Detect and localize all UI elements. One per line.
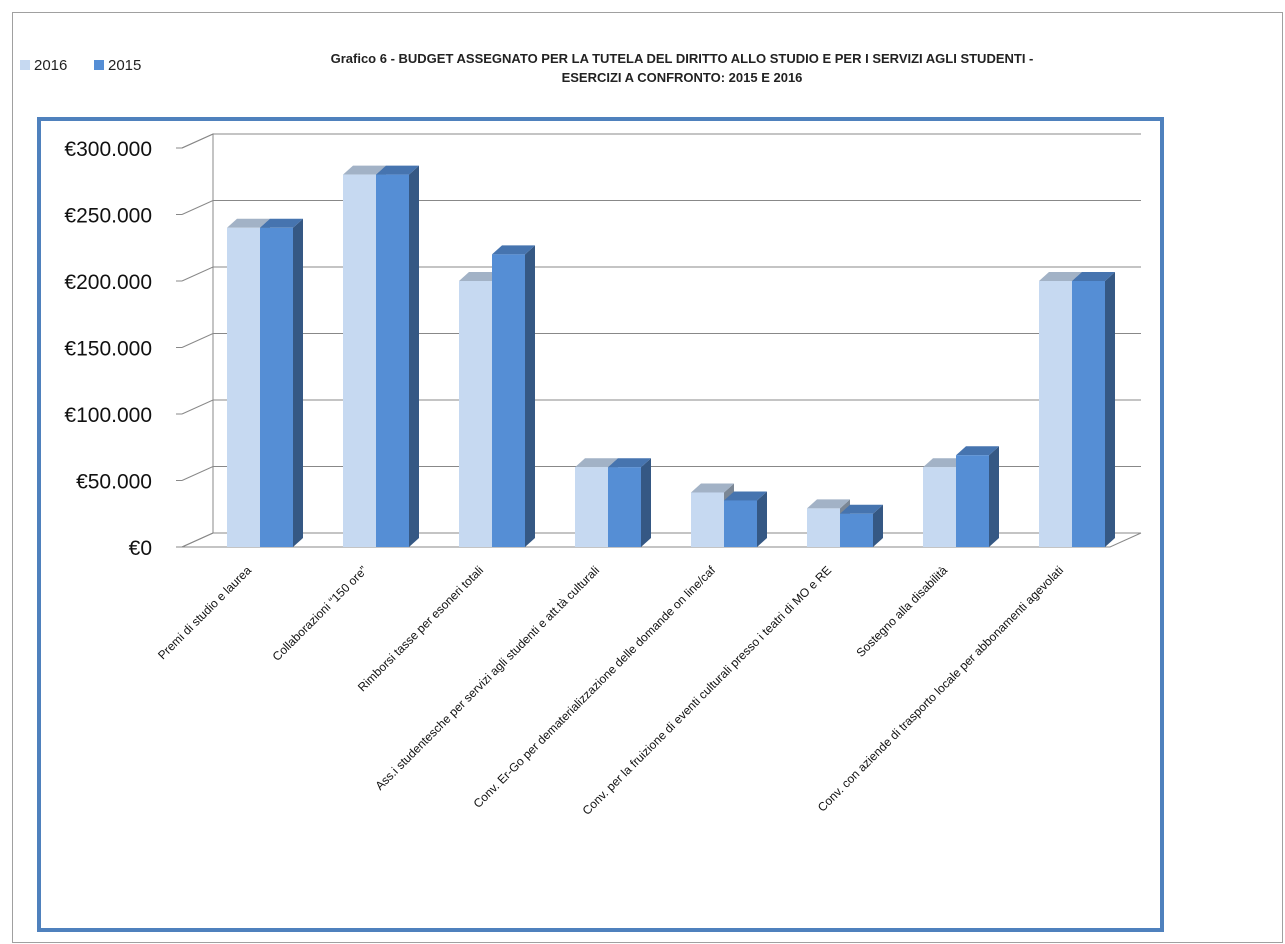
- chart-title-line-1: Grafico 6 - BUDGET ASSEGNATO PER LA TUTE…: [331, 51, 1034, 66]
- x-tick-label: Sostegno alla disabilità: [853, 563, 950, 660]
- y-tick-label: €150.000: [64, 338, 152, 361]
- chart-title-line-2: ESERCIZI A CONFRONTO: 2015 E 2016: [562, 70, 803, 85]
- y-tick-label: €300.000: [64, 138, 152, 161]
- y-tick-label: €250.000: [64, 205, 152, 228]
- bar-2015-2: [376, 165, 419, 547]
- x-tick-label: Premi di studio e laurea: [155, 563, 254, 662]
- bar-2015-6: [840, 504, 883, 547]
- bar-2015-8: [1072, 272, 1115, 547]
- gridline: [181, 466, 1141, 481]
- x-tick-label: Collaborazioni “150 ore”: [270, 563, 370, 663]
- x-tick-label: Conv. con aziende di trasporto locale pe…: [815, 563, 1066, 814]
- y-axis-tick-labels: €0 €50.000 €100.000 €150.000 €200.000 €250.00…: [64, 138, 152, 560]
- gridline: [181, 399, 1141, 415]
- legend-label-2016: 2016: [34, 57, 67, 74]
- x-axis-tick-labels: Premi di studio e laurea Collaborazioni “…: [155, 563, 1066, 818]
- chart-frame: [12, 12, 1283, 943]
- gridline: [181, 333, 1141, 348]
- gridline: [181, 133, 1141, 149]
- x-tick-label: Conv. per la fruizione di eventi cultura…: [580, 563, 835, 818]
- chart-title: Grafico 6 - BUDGET ASSEGNATO PER LA TUTE…: [331, 51, 1034, 85]
- bars: [227, 165, 1115, 548]
- x-tick-label: Rimborsi tasse per esoneri totali: [355, 563, 486, 694]
- bar-2015-5: [724, 491, 767, 547]
- gridline: [181, 200, 1141, 215]
- legend: 2016 2015: [20, 57, 141, 74]
- x-tick-label: Conv. Er-Go per dematerializzazione dell…: [471, 563, 719, 811]
- y-tick-label: €50.000: [76, 471, 152, 494]
- y-tick-label: €100.000: [64, 404, 152, 427]
- bar-2015-4: [608, 458, 651, 547]
- plot-area-border: [37, 117, 1164, 932]
- bar-2015-1: [260, 218, 303, 548]
- gridline: [181, 266, 1141, 282]
- bar-2015-3: [492, 245, 535, 547]
- legend-swatch-2015: [94, 60, 104, 70]
- bar-2015-7: [956, 446, 999, 547]
- x-tick-label: Ass.i studentesche per servizi agli stud…: [372, 563, 602, 793]
- legend-label-2015: 2015: [108, 57, 141, 74]
- legend-swatch-2016: [20, 60, 30, 70]
- y-tick-label: €0: [129, 537, 152, 560]
- y-tick-label: €200.000: [64, 271, 152, 294]
